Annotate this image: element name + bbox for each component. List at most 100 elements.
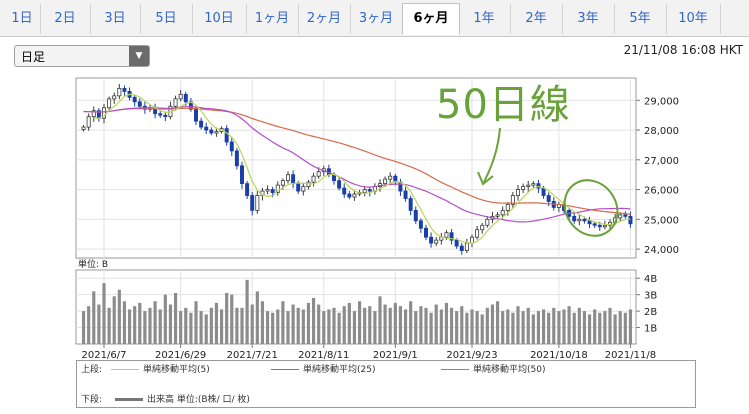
candle-body: [429, 236, 434, 244]
tab-12[interactable]: 5年: [614, 4, 667, 34]
volume-bar: [547, 312, 551, 344]
candle-body: [510, 195, 515, 205]
volume-bar: [414, 311, 418, 344]
legend-item-1: 単純移動平均(25): [271, 363, 375, 377]
legend-item-2: 単純移動平均(50): [441, 363, 545, 377]
volume-unit-label: 単位: B: [78, 258, 108, 270]
candle-body: [449, 232, 454, 241]
candle-body: [618, 214, 623, 219]
volume-bar: [306, 302, 311, 344]
ma50-annotation-label: 50日線: [436, 82, 571, 128]
tab-13[interactable]: 10年: [666, 4, 721, 34]
volume-bar: [245, 279, 249, 344]
volume-bar: [511, 312, 515, 344]
volume-bar: [271, 312, 275, 344]
volume-bar: [230, 294, 234, 344]
tab-8[interactable]: 6ヶ月: [402, 3, 460, 35]
tab-2[interactable]: 3日: [90, 4, 141, 34]
volume-bar: [567, 306, 571, 344]
tab-3[interactable]: 5日: [140, 4, 193, 34]
candle-body: [173, 98, 178, 107]
volume-bar: [449, 307, 454, 344]
x-tick-label: 2021/8/11: [298, 350, 349, 361]
x-tick-label: 2021/6/7: [82, 350, 127, 361]
volume-bar: [117, 289, 121, 344]
legend-lower-label: 下段:: [81, 395, 103, 405]
volume-bar: [409, 301, 413, 344]
candle-body: [352, 193, 357, 198]
tab-1[interactable]: 2日: [40, 4, 91, 34]
volume-bar: [158, 309, 162, 344]
volume-bar: [286, 311, 290, 344]
volume-bar: [480, 314, 484, 344]
volume-bar: [598, 312, 602, 344]
candle-body: [526, 184, 531, 187]
tab-5[interactable]: 1ヶ月: [246, 4, 299, 34]
chart-interval-select[interactable]: 日足 ▼: [14, 45, 150, 67]
volume-bar: [337, 312, 341, 344]
annotation-overlay: [477, 127, 619, 237]
candle-body: [214, 131, 219, 134]
chart-legend: 上段: 単純移動平均(5) 単純移動平均(25) 単純移動平均(50) 下段: 出来…: [76, 360, 696, 408]
candle-body: [536, 183, 541, 189]
candle-body: [505, 204, 510, 211]
legend-upper-row: 上段: 単純移動平均(5) 単純移動平均(25) 単純移動平均(50): [81, 363, 545, 377]
volume-bar: [97, 304, 101, 344]
volume-bar: [485, 307, 489, 344]
volume-bar: [434, 304, 438, 344]
dropdown-arrow-icon[interactable]: ▼: [129, 46, 149, 66]
volume-bar: [541, 309, 546, 344]
volume-bar: [199, 311, 203, 344]
volume-tick-label: 2B: [644, 307, 657, 318]
volume-bar: [92, 291, 96, 344]
volume-bar: [179, 311, 183, 344]
tab-10[interactable]: 2年: [510, 4, 563, 34]
volume-bar: [240, 307, 244, 344]
x-tick-label: 2021/11/8: [605, 350, 656, 361]
candle-body: [403, 190, 408, 199]
price-tick-label: 24,000: [644, 245, 679, 256]
legend-swatch-0: [111, 369, 139, 370]
tab-9[interactable]: 1年: [458, 4, 511, 34]
volume-bar: [173, 293, 178, 344]
candle-body: [485, 218, 490, 226]
candle-body: [413, 209, 418, 222]
legend-volume-item: 出来高 単位:(B株/ 口/ 枚): [115, 393, 250, 407]
volume-bar: [628, 309, 633, 344]
tab-4[interactable]: 10日: [192, 4, 247, 34]
tab-11[interactable]: 3年: [562, 4, 615, 34]
ma5-line: [93, 93, 631, 245]
volume-bar: [219, 309, 224, 344]
candle-body: [342, 187, 347, 195]
candle-body: [132, 96, 137, 103]
candle-body: [628, 215, 633, 225]
volume-bar: [552, 307, 556, 344]
volume-bar: [378, 296, 382, 344]
volume-bar: [133, 306, 137, 344]
volume-bar: [419, 306, 423, 344]
volume-bar: [465, 312, 469, 344]
candle-body: [81, 126, 86, 130]
volume-bar: [102, 283, 106, 344]
volume-bar: [398, 306, 403, 344]
period-tab-bar: 1日 2日 3日 5日 10日 1ヶ月 2ヶ月 3ヶ月 6ヶ月 1年 2年 3年 5年 10年: [0, 0, 749, 37]
candle-body: [250, 195, 255, 211]
candle-body: [280, 180, 285, 186]
volume-bar: [296, 307, 300, 344]
tab-0[interactable]: 1日: [4, 4, 41, 34]
candle-body: [424, 227, 428, 238]
volume-bar: [403, 309, 408, 344]
last-update-timestamp: 21/11/08 16:08 HKT: [623, 43, 743, 57]
volume-bar: [127, 309, 132, 344]
candle-body: [229, 141, 234, 152]
candle-body: [408, 198, 413, 211]
tab-6[interactable]: 2ヶ月: [298, 4, 351, 34]
volume-bar: [593, 309, 597, 344]
candle-body: [531, 183, 536, 186]
volume-bar: [209, 307, 213, 344]
candle-body: [500, 209, 505, 216]
candle-body: [112, 95, 117, 100]
candle-body: [183, 93, 188, 103]
volume-bar: [439, 309, 443, 344]
candle-body: [582, 218, 587, 222]
